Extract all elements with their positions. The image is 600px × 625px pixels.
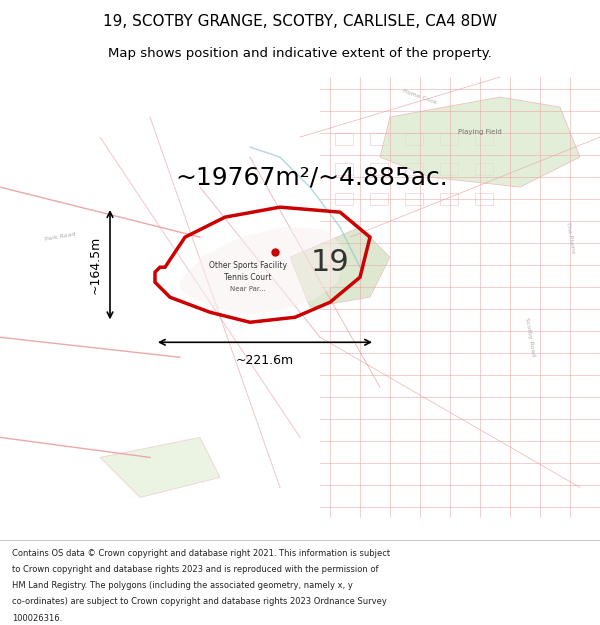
Text: ~19767m²/~4.885ac.: ~19767m²/~4.885ac. [175, 165, 448, 189]
Bar [440, 163, 458, 175]
Text: 19: 19 [311, 248, 349, 277]
Text: Home Cook: Home Cook [402, 88, 438, 106]
Bar [370, 193, 388, 205]
Text: Playing Field: Playing Field [458, 129, 502, 135]
Bar [370, 163, 388, 175]
Bar [440, 193, 458, 205]
Bar [335, 193, 353, 205]
Polygon shape [180, 227, 345, 314]
Bar [475, 193, 493, 205]
Bar [405, 163, 423, 175]
Text: Scotby Road: Scotby Road [524, 318, 536, 357]
Polygon shape [290, 227, 390, 308]
Bar [405, 133, 423, 145]
Bar [475, 163, 493, 175]
Bar [370, 133, 388, 145]
Text: Other Sports Facility: Other Sports Facility [209, 261, 287, 270]
Text: ~164.5m: ~164.5m [89, 236, 102, 294]
Polygon shape [100, 438, 220, 498]
Text: Tennis Court: Tennis Court [224, 272, 272, 282]
Text: Contains OS data © Crown copyright and database right 2021. This information is : Contains OS data © Crown copyright and d… [12, 549, 390, 558]
Bar [405, 193, 423, 205]
Text: HM Land Registry. The polygons (including the associated geometry, namely x, y: HM Land Registry. The polygons (includin… [12, 581, 353, 590]
Polygon shape [380, 97, 580, 187]
Text: 100026316.: 100026316. [12, 614, 62, 622]
Text: Map shows position and indicative extent of the property.: Map shows position and indicative extent… [108, 48, 492, 61]
Bar [440, 133, 458, 145]
Text: to Crown copyright and database rights 2023 and is reproduced with the permissio: to Crown copyright and database rights 2… [12, 565, 379, 574]
Bar [475, 133, 493, 145]
Text: 19, SCOTBY GRANGE, SCOTBY, CARLISLE, CA4 8DW: 19, SCOTBY GRANGE, SCOTBY, CARLISLE, CA4… [103, 14, 497, 29]
Text: Near Par...: Near Par... [230, 286, 266, 292]
Text: co-ordinates) are subject to Crown copyright and database rights 2023 Ordnance S: co-ordinates) are subject to Crown copyr… [12, 598, 387, 606]
Bar [335, 133, 353, 145]
Bar [335, 163, 353, 175]
Text: The Plains: The Plains [565, 221, 575, 253]
Text: Park Road: Park Road [44, 232, 76, 242]
Text: ~221.6m: ~221.6m [236, 354, 294, 367]
